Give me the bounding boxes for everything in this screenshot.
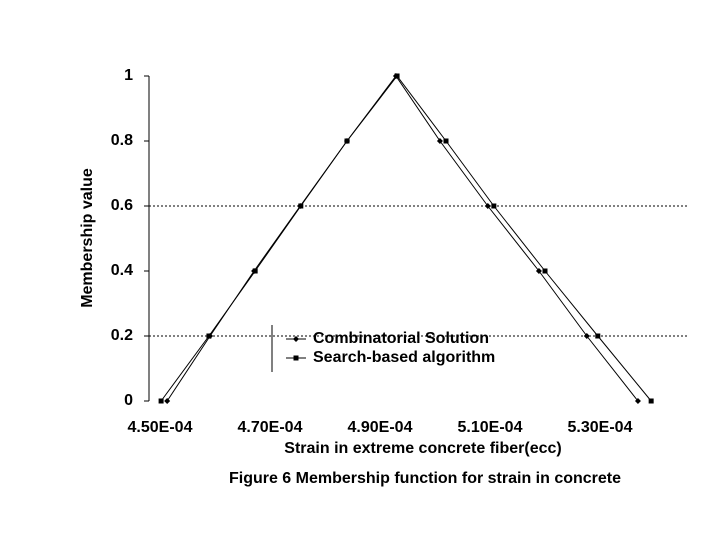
y-tick-label: 0.6 xyxy=(111,197,133,214)
data-point xyxy=(542,268,548,274)
data-point xyxy=(491,203,497,209)
data-point xyxy=(484,203,491,209)
data-point xyxy=(436,138,443,144)
data-point xyxy=(344,138,350,144)
data-point xyxy=(298,203,304,209)
y-tick-label: 1 xyxy=(124,67,133,84)
data-point xyxy=(252,268,258,274)
x-axis-label: Strain in extreme concrete fiber(ecc) xyxy=(284,440,561,457)
x-tick-label: 5.10E-04 xyxy=(458,419,523,436)
data-point xyxy=(595,333,601,339)
y-tick-label: 0 xyxy=(124,392,133,409)
legend-marker xyxy=(293,336,299,342)
legend-label: Search-based algorithm xyxy=(313,349,495,366)
data-point xyxy=(158,398,164,404)
x-tick-label: 4.70E-04 xyxy=(238,419,303,436)
data-point xyxy=(535,268,542,274)
x-tick-label: 4.90E-04 xyxy=(348,419,413,436)
data-point xyxy=(648,398,654,404)
data-point xyxy=(634,398,641,404)
legend-marker xyxy=(293,355,299,361)
data-point xyxy=(206,333,212,339)
caption: Figure 6 Membership function for strain … xyxy=(229,470,621,487)
y-tick-label: 0.8 xyxy=(111,132,133,149)
legend-label: Combinatorial Solution xyxy=(313,330,489,347)
y-axis-label: Membership value xyxy=(79,168,96,308)
data-point xyxy=(394,73,400,79)
data-point xyxy=(164,398,171,404)
x-tick-label: 5.30E-04 xyxy=(568,419,633,436)
data-point xyxy=(443,138,449,144)
data-point xyxy=(583,333,590,339)
y-tick-label: 0.4 xyxy=(111,262,133,279)
x-tick-label: 4.50E-04 xyxy=(128,419,193,436)
y-tick-label: 0.2 xyxy=(111,327,133,344)
